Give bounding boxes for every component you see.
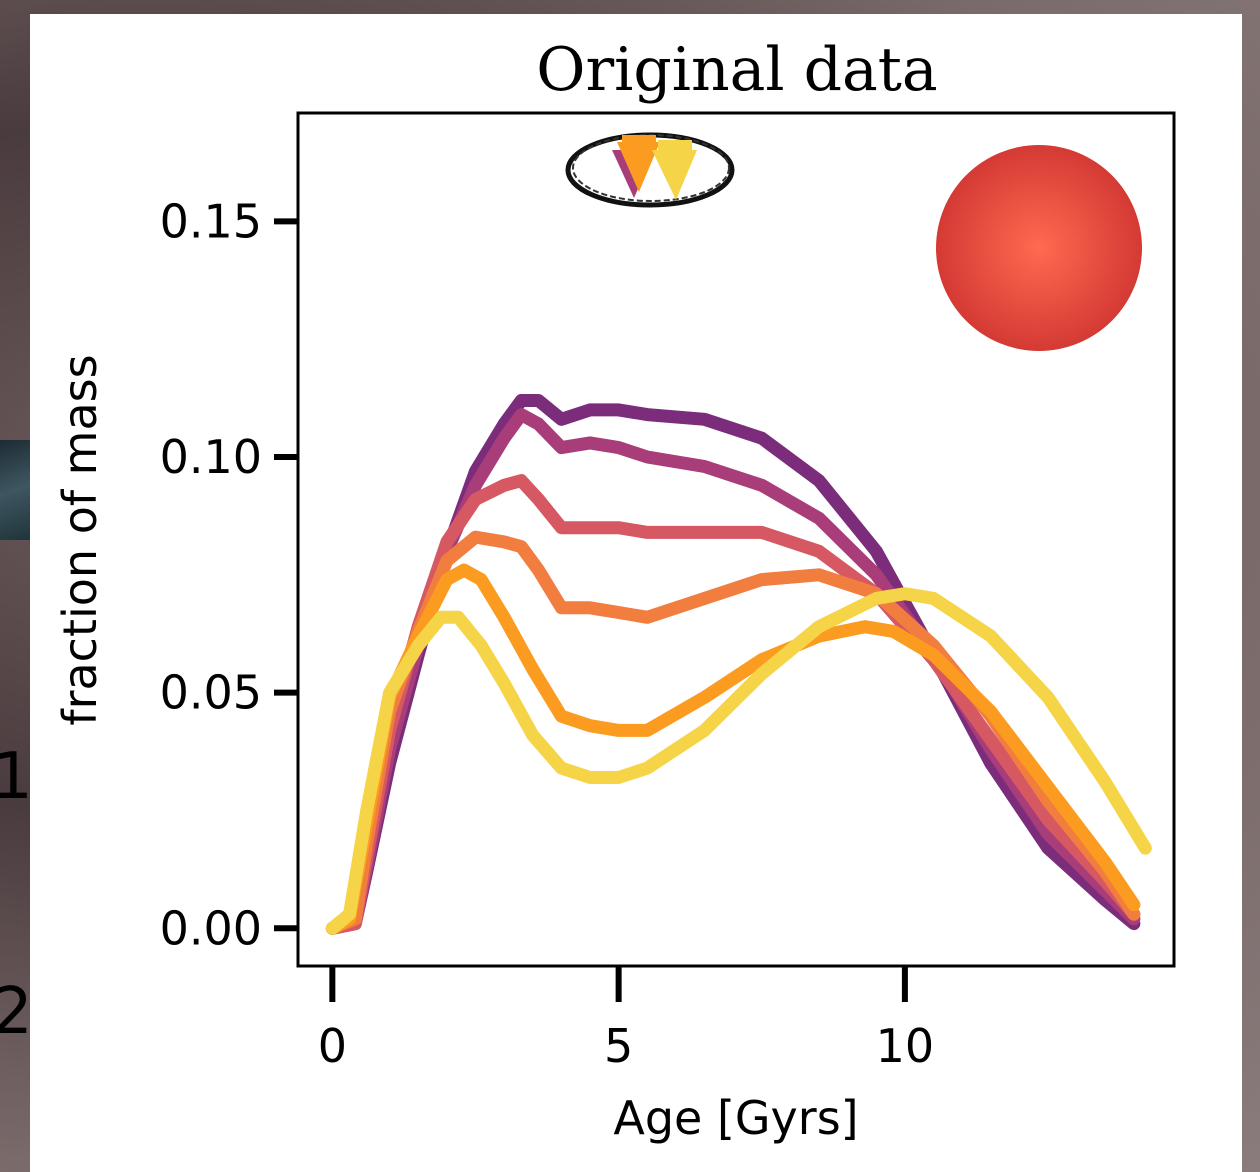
edge-glyph-2: 2 [0,975,33,1049]
y-tick-label: 0.10 [160,430,262,484]
x-axis-label: Age [Gyrs] [613,1091,858,1145]
arrow-shaft [658,140,692,152]
y-axis-label: fraction of mass [53,354,107,725]
ticks-layer: 0 5 10 0.00 0.05 0.10 0.15 [160,194,935,1073]
x-tick-label: 10 [876,1019,935,1073]
chart-title: Original data [536,35,937,105]
x-tick-label: 0 [318,1019,347,1073]
plot-frame [296,111,1176,968]
red-circle-marker [936,145,1142,351]
series-line-5 [325,563,1141,935]
down-arrow-marker [652,150,697,200]
down-arrow-marker [617,142,660,192]
y-tick-label: 0.05 [160,666,262,720]
arrow-shaft [622,135,656,150]
series-layer [325,394,1152,935]
x-tick-label: 5 [604,1019,633,1073]
y-tick-label: 0.00 [160,901,262,955]
edge-glyph-1: 1 [0,740,33,814]
series-line-6 [325,587,1152,935]
background-thumbnail [0,440,30,540]
y-tick-label: 0.15 [160,194,262,248]
